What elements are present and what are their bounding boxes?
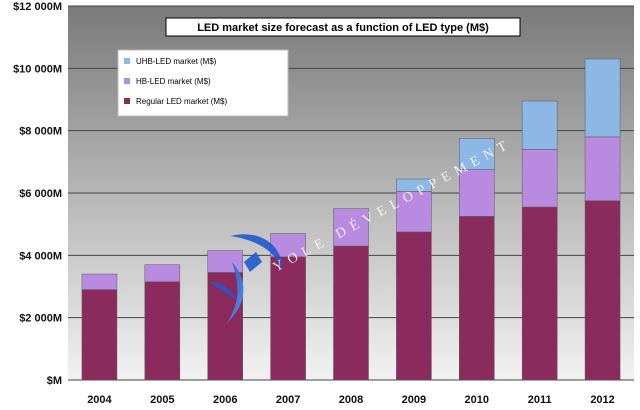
bar-segment bbox=[459, 216, 495, 381]
legend-swatch bbox=[124, 58, 130, 64]
bar-segment bbox=[270, 256, 306, 381]
y-tick-label: $10 000M bbox=[13, 63, 62, 75]
bar-segment bbox=[521, 149, 558, 208]
legend-label: Regular LED market (M$) bbox=[136, 97, 227, 106]
y-tick-label: $6 000M bbox=[19, 188, 62, 200]
legend-swatch bbox=[124, 78, 130, 84]
bar-segment bbox=[81, 273, 118, 290]
x-tick-label: 2009 bbox=[402, 394, 426, 406]
bar-segment bbox=[333, 208, 369, 247]
y-axis-tick-labels: $M $2 000M $4 000M $6 000M $8 000M $10 000M $1… bbox=[13, 1, 62, 387]
y-tick-label: $M bbox=[47, 375, 62, 387]
y-tick-label: $2 000M bbox=[19, 313, 62, 325]
x-tick-label: 2004 bbox=[87, 394, 112, 406]
bar-segment bbox=[521, 100, 558, 150]
bars bbox=[81, 58, 621, 381]
bar-segment bbox=[396, 231, 432, 381]
bar-segment bbox=[207, 250, 243, 273]
y-tick-label: $4 000M bbox=[19, 250, 62, 262]
chart-title-box: LED market size forecast as a function o… bbox=[165, 17, 521, 37]
swoosh-logo bbox=[210, 234, 283, 324]
bar-segment bbox=[584, 200, 621, 381]
x-tick-label: 2011 bbox=[528, 394, 552, 406]
bar-segment bbox=[81, 289, 118, 381]
x-tick-label: 2008 bbox=[339, 394, 363, 406]
x-tick-label: 2007 bbox=[276, 394, 300, 406]
x-tick-label: 2010 bbox=[465, 394, 489, 406]
y-tick-label: $12 000M bbox=[13, 1, 62, 13]
bar-segment bbox=[207, 272, 243, 381]
x-tick-label: 2006 bbox=[213, 394, 237, 406]
legend-label: HB-LED market (M$) bbox=[136, 77, 211, 86]
bar-segment bbox=[459, 169, 495, 217]
bar-segment bbox=[584, 58, 621, 138]
y-tick-label: $8 000M bbox=[19, 126, 62, 138]
legend-label: UHB-LED market (M$) bbox=[136, 57, 217, 66]
bar-segment bbox=[521, 206, 558, 381]
bar-segment bbox=[584, 136, 621, 202]
x-axis-tick-labels: 2004 2005 2006 2007 2008 2009 2010 2011 2012 bbox=[87, 394, 615, 406]
legend-swatch bbox=[124, 98, 130, 104]
chart-title: LED market size forecast as a function o… bbox=[197, 22, 489, 34]
x-tick-label: 2005 bbox=[150, 394, 174, 406]
bar-segment bbox=[144, 281, 181, 381]
x-tick-label: 2012 bbox=[590, 394, 614, 406]
bar-segment bbox=[459, 138, 495, 170]
bar-segment bbox=[144, 264, 181, 283]
bar-segment bbox=[396, 178, 432, 192]
bar-segment bbox=[333, 245, 369, 381]
legend: UHB-LED market (M$) HB-LED market (M$) Reg… bbox=[117, 49, 289, 117]
